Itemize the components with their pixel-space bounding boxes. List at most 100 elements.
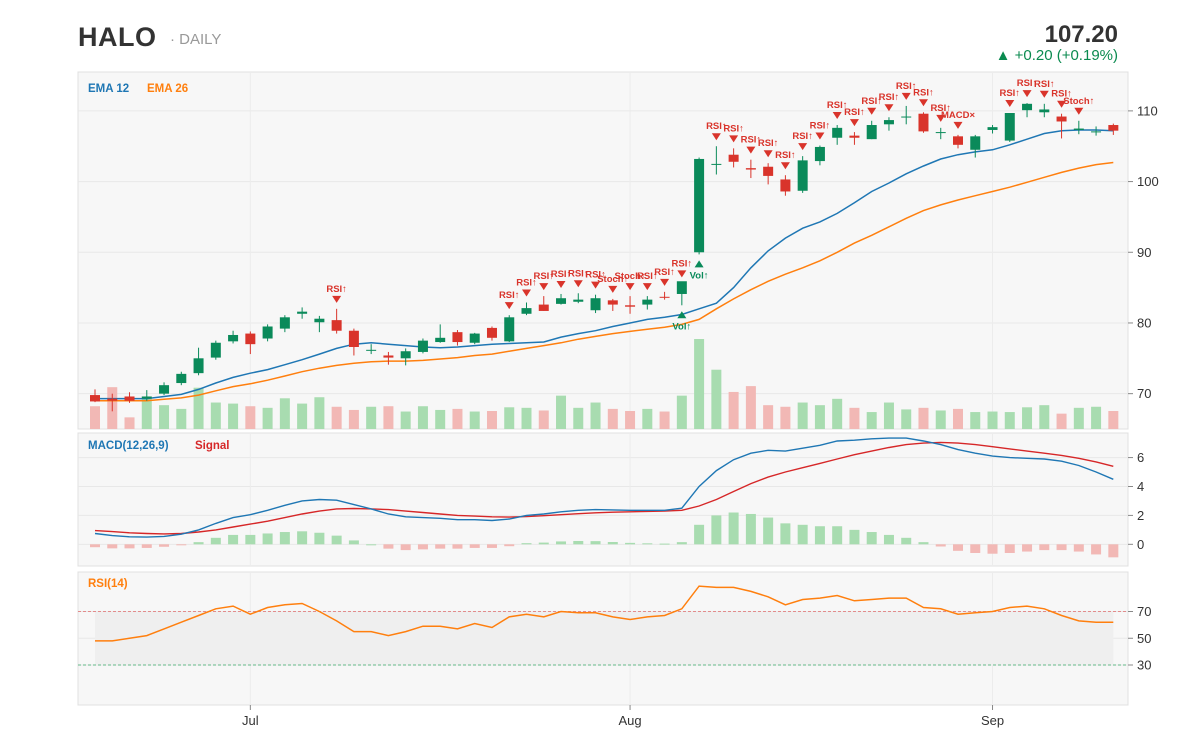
volume-bar (1091, 406, 1102, 429)
volume-bar (883, 402, 894, 429)
macd-histogram-bar (90, 544, 100, 548)
signal-marker (901, 92, 911, 100)
macd-histogram-bar (124, 544, 135, 549)
volume-bar (607, 408, 618, 429)
signal-marker (867, 107, 877, 115)
candle-body (124, 396, 135, 401)
macd-histogram-bar (279, 532, 290, 545)
signal-label: RSI↑ (758, 138, 779, 149)
signal-label: RSI↑ (741, 135, 762, 146)
volume-bar (625, 411, 636, 429)
volume-bar (832, 398, 843, 429)
signal-marker (884, 104, 894, 112)
signal-label: RSI↑ (844, 107, 865, 118)
candle-body (935, 132, 946, 134)
volume-bar (469, 411, 480, 429)
candle-body (694, 158, 705, 253)
macd-histogram-bar (331, 535, 342, 545)
macd-histogram-bar (1091, 544, 1102, 555)
volume-bar (970, 412, 981, 429)
macd-histogram-bar (297, 531, 308, 545)
candle-body (676, 281, 687, 294)
macd-histogram-bar (590, 541, 601, 545)
volume-bar (1073, 407, 1084, 429)
signal-label: RSI↑ (568, 268, 589, 279)
volume-bar (659, 411, 670, 429)
macd-histogram-bar (676, 542, 687, 545)
signal-marker (573, 280, 583, 288)
candle-body (538, 304, 549, 311)
macd-tick-label: 4 (1137, 479, 1144, 494)
candle-body (107, 398, 118, 401)
signal-marker (815, 132, 825, 140)
legend-ema26: EMA 26 (147, 83, 188, 95)
volume-bar (590, 402, 601, 429)
volume-bar (849, 407, 860, 429)
candle-body (486, 327, 497, 338)
candle-body (176, 373, 187, 384)
macd-histogram-bar (400, 544, 411, 551)
signal-label: RSI↑ (896, 81, 917, 92)
volume-bar (901, 409, 912, 429)
macd-histogram-bar (435, 544, 446, 549)
candle-body (417, 340, 428, 352)
macd-line (94, 437, 1114, 538)
signal-marker (798, 143, 808, 151)
signal-label: RSI↑ (999, 88, 1020, 99)
signal-marker (694, 260, 704, 268)
candle-body (590, 298, 601, 311)
macd-histogram-bar (866, 532, 877, 545)
signal-line (94, 441, 1114, 535)
volume-bar (141, 398, 152, 429)
signal-marker (591, 281, 601, 289)
price-tick-label: 100 (1137, 174, 1159, 189)
candle-body (1108, 125, 1119, 131)
candle-body (883, 120, 894, 125)
candle-body (366, 349, 377, 351)
macd-histogram-bar (659, 543, 670, 545)
signal-marker (1057, 100, 1067, 108)
volume-bar (331, 406, 342, 429)
rsi-tick-label: 70 (1137, 604, 1151, 619)
signal-label: RSI↑ (827, 100, 848, 111)
signal-marker (660, 278, 670, 286)
signal-marker (763, 150, 773, 158)
date-tick-label: Aug (618, 713, 641, 728)
volume-bar (348, 409, 359, 429)
volume-bar (642, 408, 653, 429)
volume-bar (486, 411, 497, 429)
volume-bar (297, 403, 308, 429)
volume-bar (228, 403, 239, 429)
legend-macd: MACD(12,26,9) (88, 440, 169, 452)
macd-histogram-bar (1108, 544, 1119, 558)
signal-label: Vol↑ (672, 321, 691, 332)
price-change: ▲ +0.20 (+0.19%) (995, 47, 1118, 64)
volume-bar (556, 395, 567, 429)
volume-bar (279, 398, 290, 429)
volume-bar (745, 386, 756, 429)
candle-body (659, 296, 670, 298)
legend-layer: EMA 12 EMA 26 MACD(12,26,9) Signal RSI(14) (88, 83, 230, 590)
price-tick-label: 80 (1137, 315, 1151, 330)
volume-bar (314, 397, 325, 429)
volume-bar (124, 417, 135, 429)
signal-label: RSI↑ (879, 92, 900, 103)
volume-bar (383, 406, 394, 429)
signal-label: RSI↑ (551, 269, 572, 280)
signal-marker (625, 283, 635, 291)
macd-histogram-bar (383, 544, 394, 549)
macd-histogram-bar (314, 532, 325, 545)
candle-body (348, 330, 359, 347)
volume-bar (1039, 405, 1050, 429)
signal-label: MACD× (941, 110, 975, 121)
macd-histogram-bar (711, 515, 722, 545)
signal-marker (608, 285, 618, 293)
volume-bar (366, 406, 377, 429)
candle-body (780, 179, 791, 192)
candle-body (918, 113, 929, 132)
interval-label: · DAILY (170, 31, 222, 48)
macd-histogram-bar (849, 529, 860, 545)
candle-body (435, 337, 446, 343)
signal-marker (918, 99, 928, 107)
